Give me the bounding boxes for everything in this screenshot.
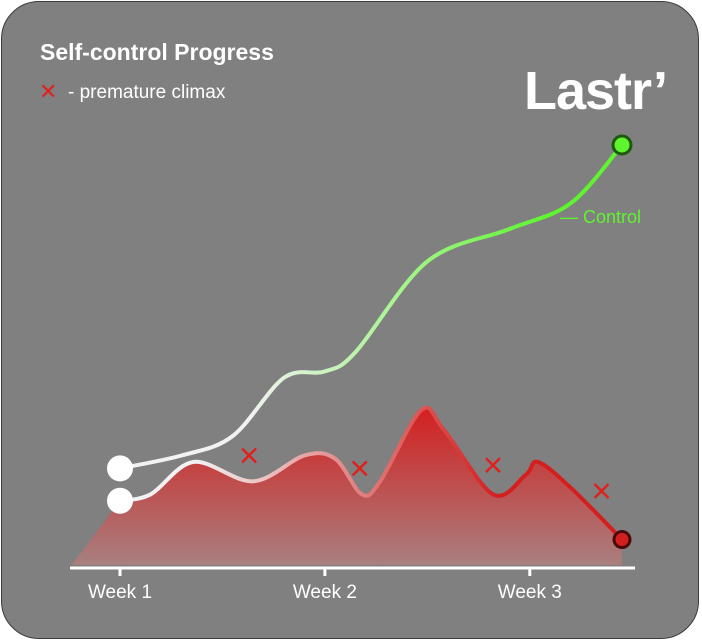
control-series-line — [118, 143, 624, 471]
climax-marker-1 — [241, 447, 257, 464]
climax-area-fill — [72, 407, 622, 565]
x-axis-ticks: Week 1 Week 2 Week 3 — [88, 568, 562, 603]
climax-marker-4 — [593, 483, 610, 499]
control-start-point — [107, 455, 133, 482]
x-tick-label-2: Week 2 — [293, 582, 357, 603]
climax-series-line — [118, 405, 624, 542]
control-end-point — [611, 134, 633, 156]
climax-marker-2 — [351, 460, 368, 477]
control-series-label: — Control — [560, 207, 641, 227]
x-tick-label-1: Week 1 — [88, 582, 152, 603]
climax-start-point — [107, 487, 133, 514]
x-tick-label-3: Week 3 — [498, 582, 562, 603]
climax-markers — [241, 447, 610, 499]
brand-logo: Lastr’ — [524, 61, 667, 121]
legend-text: - premature climax — [68, 82, 226, 103]
legend-marker: ✕ — [39, 80, 57, 105]
climax-end-point — [612, 530, 632, 550]
climax-marker-3 — [485, 457, 501, 474]
series-endpoints — [107, 134, 633, 550]
chart-title: Self-control Progress — [40, 39, 274, 65]
